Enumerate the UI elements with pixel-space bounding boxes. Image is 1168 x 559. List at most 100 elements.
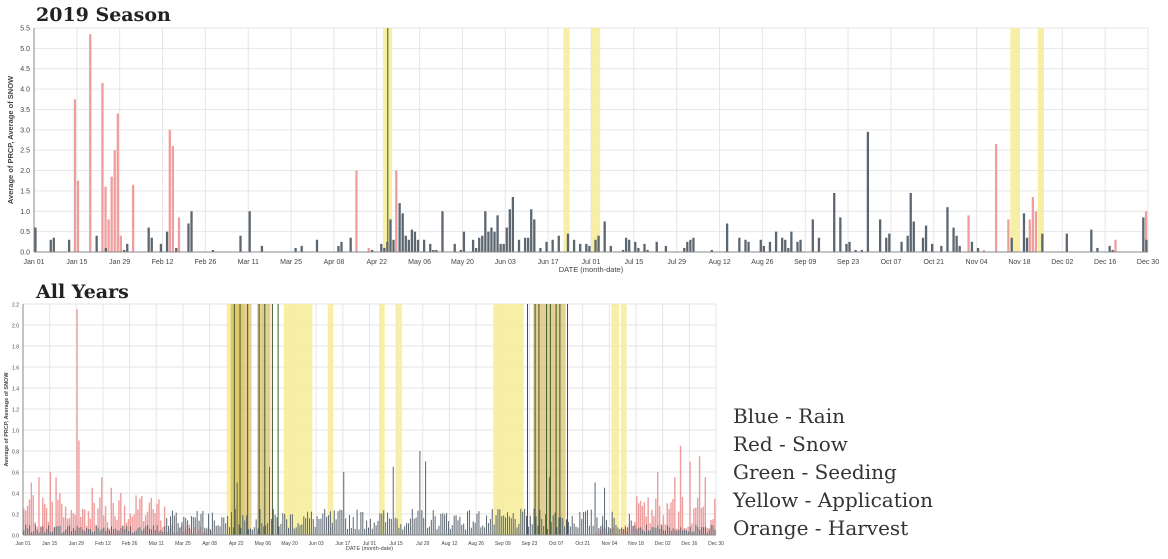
snow-bar (89, 518, 92, 535)
rain-bar (602, 515, 604, 535)
rain-bar (438, 525, 440, 535)
x-tick-label: Jul 15 (389, 541, 403, 547)
rain-bar (603, 221, 606, 252)
y-tick-label: 1.0 (20, 209, 30, 216)
rain-bar (686, 241, 689, 252)
rain-bar (398, 203, 401, 252)
rain-bar (59, 525, 61, 535)
snow-bar (177, 217, 181, 252)
snow-bar (163, 506, 166, 535)
x-tick-label: Jun 03 (309, 541, 324, 547)
snow-bar (700, 508, 703, 535)
y-axis-label: Average of PRCP, Average of SNOW (4, 372, 10, 467)
y-tick-label: 3.0 (20, 127, 30, 134)
rain-bar (61, 532, 63, 535)
rain-bar (34, 227, 37, 252)
snow-bar (687, 526, 689, 535)
rain-bar (48, 525, 50, 535)
rain-bar (343, 472, 345, 535)
rain-bar (150, 529, 152, 535)
rain-bar (909, 192, 912, 252)
rain-bar (147, 227, 150, 252)
rain-bar (970, 241, 974, 252)
rain-bar (90, 529, 92, 535)
rain-bar (670, 530, 672, 535)
rain-bar (833, 192, 836, 252)
rain-bar (349, 237, 352, 252)
x-tick-label: Jul 15 (625, 259, 644, 266)
rain-bar (410, 229, 414, 252)
rain-bar (484, 211, 487, 252)
snow-bar (1144, 211, 1148, 252)
snow-bar (658, 505, 661, 535)
rain-bar (324, 509, 326, 535)
rain-bar (516, 527, 518, 535)
rain-bar (333, 510, 335, 535)
snow-bar (42, 497, 44, 535)
rain-bar (621, 249, 625, 252)
snow-bar (91, 487, 93, 535)
rain-bar (268, 466, 270, 535)
rain-bar (1025, 237, 1029, 252)
rain-bar (503, 515, 505, 535)
x-axis-label: DATE (month-date) (559, 265, 624, 274)
rain-bar (133, 531, 135, 535)
rain-bar (227, 515, 229, 535)
rain-bar (137, 527, 139, 535)
rain-bar (692, 237, 695, 252)
rain-bar (139, 526, 141, 535)
y-tick-label: 5.5 (20, 26, 30, 33)
rain-bar (149, 528, 151, 535)
rain-bar (32, 531, 34, 535)
rain-bar (240, 527, 242, 535)
rain-bar (432, 510, 434, 535)
rain-bar (649, 530, 651, 535)
snow-bar (43, 503, 46, 535)
rain-bar (634, 525, 636, 535)
rain-bar (703, 527, 705, 535)
x-tick-label: Apr 08 (202, 541, 217, 547)
rain-bar (404, 526, 406, 535)
rain-bar (400, 524, 402, 535)
rain-bar (762, 245, 765, 252)
rain-bar (931, 243, 934, 252)
rain-bar (531, 524, 533, 535)
rain-bar (676, 530, 678, 535)
rain-bar (551, 239, 554, 252)
rain-bar (564, 526, 566, 535)
rain-bar (388, 518, 390, 535)
rain-bar (208, 513, 210, 535)
x-tick-label: Feb 12 (152, 259, 174, 266)
snow-bar (74, 514, 76, 535)
rain-bar (190, 211, 193, 252)
application-band (611, 304, 619, 535)
rain-bar (491, 509, 493, 535)
legend-item-seeding: Green - Seeding (733, 460, 897, 484)
y-tick-label: 1.0 (12, 429, 19, 435)
snow-bar (45, 507, 48, 535)
rain-bar (885, 237, 888, 252)
rain-bar (248, 529, 250, 535)
rain-bar (370, 249, 374, 252)
snow-bar (146, 511, 149, 535)
rain-bar (510, 518, 512, 535)
snow-bar (133, 514, 135, 535)
snow-bar (118, 500, 120, 535)
snow-bar (89, 34, 92, 252)
snow-bar (57, 499, 59, 535)
rain-bar (447, 521, 449, 535)
rain-bar (211, 249, 215, 252)
rain-bar (640, 527, 642, 535)
rain-bar (626, 527, 628, 535)
rain-bar (1022, 213, 1026, 252)
rain-bar (53, 526, 55, 535)
rain-bar (900, 241, 903, 252)
rain-bar (1145, 239, 1148, 252)
rain-bar (223, 517, 225, 535)
rain-bar (379, 513, 381, 535)
rain-bar (27, 528, 29, 535)
rain-bar (526, 515, 528, 535)
rain-bar (647, 530, 649, 535)
rain-bar (358, 529, 360, 535)
legend-item-application: Yellow - Application (733, 488, 934, 512)
